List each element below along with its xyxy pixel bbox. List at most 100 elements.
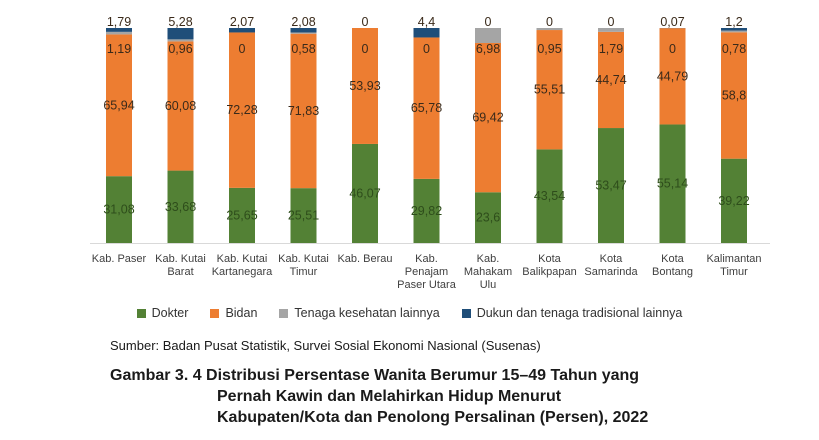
category-label-4: Kab. Kutai Timur — [278, 253, 329, 278]
data-label-dukun-dan-tenaga-tradisional-lainnya-2: 5,28 — [168, 15, 192, 29]
data-label-bidan-5: 53,93 — [349, 79, 380, 93]
category-label-11: Kalimantan Timur — [706, 253, 761, 278]
bar-dukun-dan-tenaga-tradisional-lainnya-1 — [106, 28, 132, 32]
data-label-dokter-1: 31,08 — [103, 203, 134, 217]
bar-dokter-3 — [229, 187, 255, 243]
data-label-bidan-3: 72,28 — [226, 103, 257, 117]
data-label-tenaga-kesehatan-lainnya-1: 1,19 — [107, 42, 131, 56]
data-label-dokter-6: 29,82 — [411, 204, 442, 218]
data-label-dokter-5: 46,07 — [349, 186, 380, 200]
data-label-tenaga-kesehatan-lainnya-7: 6,98 — [476, 42, 500, 56]
data-label-tenaga-kesehatan-lainnya-5: 0 — [362, 42, 369, 56]
bar-tenaga-kesehatan-lainnya-8 — [536, 28, 563, 31]
category-label-2: Kab. Kutai Barat — [155, 253, 206, 278]
bar-dokter-7 — [475, 192, 501, 243]
data-label-dukun-dan-tenaga-tradisional-lainnya-8: 0 — [546, 15, 553, 29]
data-label-dukun-dan-tenaga-tradisional-lainnya-1: 1,79 — [107, 15, 131, 29]
legend-swatch-bidan — [210, 308, 220, 318]
data-label-tenaga-kesehatan-lainnya-8: 0,95 — [537, 42, 561, 56]
data-label-bidan-6: 65,78 — [411, 101, 442, 115]
data-label-dokter-7: 23,6 — [476, 211, 500, 225]
bar-bidan-4 — [290, 33, 317, 189]
legend-label-tenaga-kesehatan: Tenaga kesehatan lainnya — [294, 306, 440, 320]
data-label-tenaga-kesehatan-lainnya-6: 0 — [423, 42, 430, 56]
bar-bidan-5 — [352, 28, 378, 144]
data-label-tenaga-kesehatan-lainnya-4: 0,58 — [291, 42, 315, 56]
data-label-dokter-3: 25,65 — [226, 208, 257, 222]
data-label-dokter-9: 53,47 — [595, 179, 626, 193]
legend-item-bidan: Bidan — [210, 306, 257, 320]
data-label-bidan-8: 55,51 — [534, 83, 565, 97]
legend-label-bidan: Bidan — [225, 306, 258, 320]
data-label-dokter-2: 33,68 — [165, 200, 196, 214]
bar-bidan-3 — [229, 32, 255, 188]
bar-bidan-6 — [413, 37, 440, 179]
data-label-bidan-7: 69,42 — [472, 111, 503, 125]
bar-dokter-8 — [536, 149, 563, 243]
data-label-tenaga-kesehatan-lainnya-11: 0,78 — [722, 42, 746, 56]
category-label-7: Kab. Mahakam Ulu — [464, 253, 512, 291]
bar-tenaga-kesehatan-lainnya-9 — [598, 28, 624, 32]
bar-dukun-dan-tenaga-tradisional-lainnya-4 — [290, 28, 317, 33]
bar-dokter-11 — [721, 158, 747, 243]
data-label-dokter-4: 25,51 — [288, 209, 319, 223]
bar-bidan-2 — [167, 41, 194, 171]
data-label-dukun-dan-tenaga-tradisional-lainnya-6: 4,4 — [418, 15, 435, 29]
bar-tenaga-kesehatan-lainnya-2 — [167, 39, 194, 42]
figure-caption: Gambar 3. 4 Distribusi Persentase Wanita… — [110, 365, 750, 428]
data-label-bidan-4: 71,83 — [288, 104, 319, 118]
bar-dokter-10 — [659, 124, 686, 243]
bar-tenaga-kesehatan-lainnya-11 — [721, 30, 747, 33]
legend-label-dukun: Dukun dan tenaga tradisional lainnya — [476, 306, 683, 320]
bar-dukun-dan-tenaga-tradisional-lainnya-11 — [721, 28, 747, 31]
bar-bidan-10 — [659, 28, 686, 125]
category-label-10: Kota Bontang — [652, 253, 693, 278]
bar-bidan-7 — [475, 43, 501, 193]
bar-dokter-6 — [413, 178, 440, 243]
data-label-dukun-dan-tenaga-tradisional-lainnya-10: 0,07 — [660, 15, 684, 29]
data-label-dukun-dan-tenaga-tradisional-lainnya-4: 2,08 — [291, 15, 315, 29]
caption-line-1: Gambar 3. 4 Distribusi Persentase Wanita… — [110, 367, 640, 384]
data-label-bidan-9: 44,74 — [595, 73, 626, 87]
bar-bidan-1 — [106, 34, 132, 177]
legend-swatch-tenaga-kesehatan — [279, 308, 289, 318]
category-label-8: Kota Balikpapan — [522, 253, 576, 278]
data-label-dokter-11: 39,22 — [718, 194, 749, 208]
legend-swatch-dokter — [136, 308, 146, 318]
caption-line-2: Pernah Kawin dan Melahirkan Hidup Menuru… — [217, 388, 562, 405]
legend-label-dokter: Dokter — [151, 306, 189, 320]
legend-item-tenaga-kesehatan: Tenaga kesehatan lainnya — [279, 306, 440, 320]
legend-swatch-dukun — [461, 308, 471, 318]
data-label-tenaga-kesehatan-lainnya-2: 0,96 — [168, 42, 192, 56]
stacked-bar-chart: 31,08 65,94 1,19 1,79 Kab. Paser 33,68 60,08 0,… — [90, 15, 770, 291]
category-label-5: Kab. Berau — [337, 253, 392, 265]
bar-dukun-dan-tenaga-tradisional-lainnya-6 — [413, 28, 440, 38]
source-note: Sumber: Badan Pusat Statistik, Survei So… — [110, 338, 541, 353]
category-label-1: Kab. Paser — [92, 253, 147, 265]
data-label-tenaga-kesehatan-lainnya-3: 0 — [239, 42, 246, 56]
bar-dokter-2 — [167, 170, 194, 243]
bar-tenaga-kesehatan-lainnya-1 — [106, 31, 132, 35]
bar-dukun-dan-tenaga-tradisional-lainnya-3 — [229, 28, 255, 33]
legend-item-dukun: Dukun dan tenaga tradisional lainnya — [461, 306, 683, 320]
legend: Dokter Bidan Tenaga kesehatan lainnya Du… — [0, 306, 819, 320]
bar-dokter-1 — [106, 176, 132, 243]
data-label-dukun-dan-tenaga-tradisional-lainnya-3: 2,07 — [230, 15, 254, 29]
legend-item-dokter: Dokter — [136, 306, 189, 320]
data-label-tenaga-kesehatan-lainnya-10: 0 — [669, 42, 676, 56]
data-label-dukun-dan-tenaga-tradisional-lainnya-11: 1,2 — [725, 15, 742, 29]
data-label-tenaga-kesehatan-lainnya-9: 1,79 — [599, 42, 623, 56]
data-label-bidan-1: 65,94 — [103, 98, 134, 112]
bar-dukun-dan-tenaga-tradisional-lainnya-2 — [167, 28, 194, 40]
caption-line-3: Kabupaten/Kota dan Penolong Persalinan (… — [217, 409, 649, 426]
data-label-bidan-10: 44,79 — [657, 69, 688, 83]
data-label-dukun-dan-tenaga-tradisional-lainnya-5: 0 — [362, 15, 369, 29]
data-label-dukun-dan-tenaga-tradisional-lainnya-9: 0 — [608, 15, 615, 29]
bar-tenaga-kesehatan-lainnya-7 — [475, 28, 501, 44]
bar-tenaga-kesehatan-lainnya-4 — [290, 32, 317, 34]
data-label-bidan-2: 60,08 — [165, 99, 196, 113]
data-label-bidan-11: 58,8 — [722, 88, 746, 102]
bar-bidan-9 — [598, 31, 624, 129]
bar-bidan-11 — [721, 32, 747, 159]
bar-dokter-4 — [290, 188, 317, 243]
